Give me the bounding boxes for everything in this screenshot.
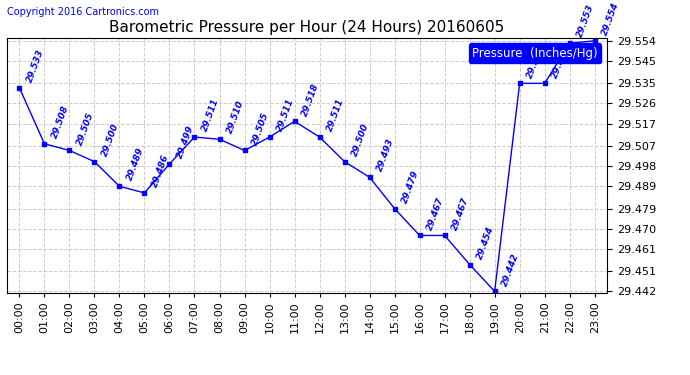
Text: 29.454: 29.454 bbox=[475, 225, 495, 260]
Pressure  (Inches/Hg) bbox=[166, 162, 174, 166]
Pressure  (Inches/Hg) bbox=[415, 233, 424, 238]
Text: 29.442: 29.442 bbox=[500, 252, 520, 287]
Text: 29.511: 29.511 bbox=[325, 97, 346, 133]
Pressure  (Inches/Hg) bbox=[15, 86, 23, 90]
Text: 29.486: 29.486 bbox=[150, 153, 170, 189]
Text: 29.533: 29.533 bbox=[25, 48, 46, 84]
Text: 29.535: 29.535 bbox=[525, 44, 546, 79]
Text: 29.505: 29.505 bbox=[75, 111, 95, 146]
Text: 29.500: 29.500 bbox=[100, 122, 120, 158]
Text: 29.493: 29.493 bbox=[375, 138, 395, 173]
Pressure  (Inches/Hg) bbox=[115, 184, 124, 189]
Pressure  (Inches/Hg) bbox=[391, 206, 399, 211]
Pressure  (Inches/Hg) bbox=[515, 81, 524, 86]
Pressure  (Inches/Hg) bbox=[290, 119, 299, 124]
Text: 29.510: 29.510 bbox=[225, 99, 246, 135]
Title: Barometric Pressure per Hour (24 Hours) 20160605: Barometric Pressure per Hour (24 Hours) … bbox=[110, 20, 504, 35]
Pressure  (Inches/Hg) bbox=[40, 141, 48, 146]
Pressure  (Inches/Hg) bbox=[240, 148, 248, 153]
Pressure  (Inches/Hg) bbox=[566, 41, 574, 45]
Line: Pressure  (Inches/Hg): Pressure (Inches/Hg) bbox=[17, 39, 597, 294]
Pressure  (Inches/Hg) bbox=[266, 135, 274, 139]
Pressure  (Inches/Hg) bbox=[140, 191, 148, 195]
Text: 29.467: 29.467 bbox=[425, 196, 446, 231]
Pressure  (Inches/Hg) bbox=[66, 148, 74, 153]
Text: 29.518: 29.518 bbox=[300, 82, 320, 117]
Pressure  (Inches/Hg) bbox=[340, 159, 348, 164]
Text: 29.508: 29.508 bbox=[50, 104, 70, 140]
Pressure  (Inches/Hg) bbox=[366, 175, 374, 180]
Text: 29.479: 29.479 bbox=[400, 169, 420, 204]
Text: 29.500: 29.500 bbox=[350, 122, 371, 158]
Pressure  (Inches/Hg) bbox=[315, 135, 324, 139]
Pressure  (Inches/Hg) bbox=[190, 135, 199, 139]
Text: 29.511: 29.511 bbox=[200, 97, 220, 133]
Pressure  (Inches/Hg) bbox=[466, 262, 474, 267]
Text: 29.553: 29.553 bbox=[575, 3, 595, 39]
Text: 29.554: 29.554 bbox=[600, 1, 620, 37]
Pressure  (Inches/Hg) bbox=[491, 289, 499, 294]
Text: 29.535: 29.535 bbox=[550, 44, 571, 79]
Text: 29.467: 29.467 bbox=[450, 196, 471, 231]
Legend: Pressure  (Inches/Hg): Pressure (Inches/Hg) bbox=[469, 44, 601, 63]
Pressure  (Inches/Hg) bbox=[440, 233, 449, 238]
Text: Copyright 2016 Cartronics.com: Copyright 2016 Cartronics.com bbox=[7, 7, 159, 17]
Pressure  (Inches/Hg) bbox=[540, 81, 549, 86]
Text: 29.499: 29.499 bbox=[175, 124, 195, 160]
Pressure  (Inches/Hg) bbox=[90, 159, 99, 164]
Pressure  (Inches/Hg) bbox=[215, 137, 224, 141]
Text: 29.489: 29.489 bbox=[125, 147, 146, 182]
Text: 29.505: 29.505 bbox=[250, 111, 270, 146]
Pressure  (Inches/Hg) bbox=[591, 39, 599, 43]
Text: 29.511: 29.511 bbox=[275, 97, 295, 133]
